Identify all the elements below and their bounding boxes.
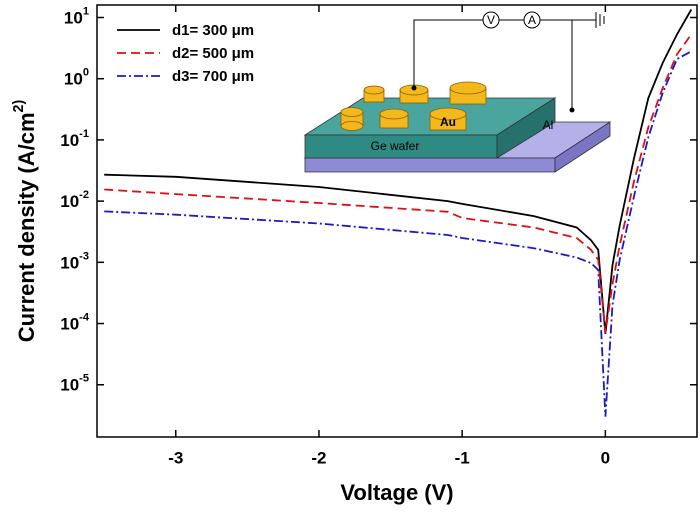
inset-label: Au	[440, 115, 456, 129]
y-tick-label: 10-4	[60, 311, 90, 334]
legend-label: d3= 700 μm	[172, 68, 254, 85]
plot-frame	[96, 4, 698, 438]
inset-label: V	[487, 13, 495, 27]
x-tick-label: -1	[455, 448, 470, 467]
x-tick-label: 0	[601, 448, 610, 467]
y-tick-label: 10-3	[60, 250, 89, 273]
legend-label: d2= 500 μm	[172, 45, 254, 62]
y-tick-label: 10-5	[60, 373, 89, 396]
data-line	[104, 50, 692, 417]
data-line	[104, 33, 693, 334]
x-tick-label: -3	[168, 448, 183, 467]
y-tick-label: 10-2	[60, 189, 89, 212]
x-axis-title: Voltage (V)	[340, 480, 453, 505]
inset-label: A	[528, 13, 536, 27]
x-tick-label: -2	[311, 448, 326, 467]
y-axis-title: Current density (A/cm2)	[11, 99, 39, 342]
data-line	[104, 9, 693, 334]
inset-label: Ge wafer	[371, 139, 420, 153]
inset-label: Al	[543, 118, 554, 132]
legend-label: d1= 300 μm	[172, 22, 254, 39]
y-tick-label: 101	[64, 5, 89, 28]
y-tick-label: 10-1	[60, 128, 89, 151]
y-tick-label: 100	[64, 67, 89, 90]
inset-diagram: V A Au Al Ge wafer	[303, 11, 612, 173]
